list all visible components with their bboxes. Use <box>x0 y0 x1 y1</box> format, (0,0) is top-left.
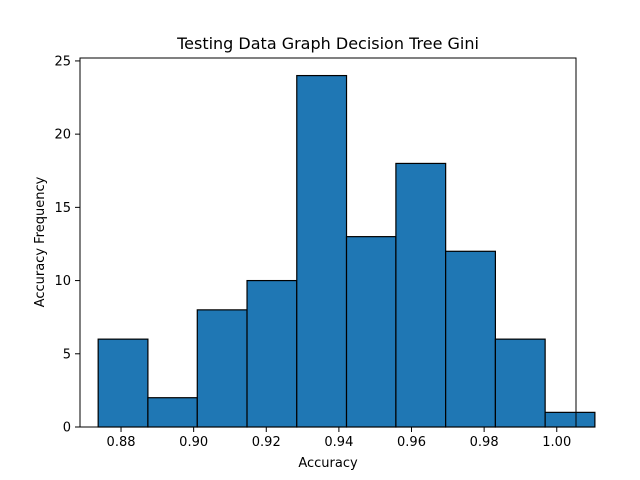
y-axis: 0 5 10 15 20 25 <box>54 54 80 436</box>
x-tick-label: 0.96 <box>397 435 426 450</box>
y-tick-label: 5 <box>63 347 71 362</box>
y-tick-label: 10 <box>54 274 71 289</box>
x-tick-label: 0.94 <box>324 435 353 450</box>
y-tick-label: 0 <box>63 421 71 436</box>
histogram-bar <box>544 411 596 428</box>
x-axis-label: Accuracy <box>298 456 358 471</box>
histogram-bar <box>395 162 447 428</box>
y-tick-label: 25 <box>54 54 71 69</box>
histogram-bar <box>445 250 496 428</box>
chart-title: Testing Data Graph Decision Tree Gini <box>176 34 479 53</box>
x-tick-label: 0.88 <box>107 435 136 450</box>
x-tick-label: 0.98 <box>470 435 499 450</box>
y-axis-label: Accuracy Frequency <box>33 176 48 307</box>
histogram-bar <box>494 338 546 428</box>
histogram-bar <box>246 279 298 428</box>
histogram-bar <box>296 74 348 428</box>
histogram-bar <box>97 338 149 428</box>
histogram-bar <box>345 236 397 428</box>
y-tick-label: 15 <box>54 201 71 216</box>
x-tick-label: 0.92 <box>252 435 281 450</box>
x-tick-label: 0.90 <box>179 435 208 450</box>
x-tick-label: 1.00 <box>542 435 571 450</box>
x-axis: 0.88 0.90 0.92 0.94 0.96 0.98 1.00 <box>107 427 571 450</box>
histogram-bar <box>147 397 198 428</box>
plot-frame <box>79 57 577 428</box>
bars-group <box>97 74 596 428</box>
y-tick-label: 20 <box>54 128 71 143</box>
histogram-bar <box>196 309 248 428</box>
